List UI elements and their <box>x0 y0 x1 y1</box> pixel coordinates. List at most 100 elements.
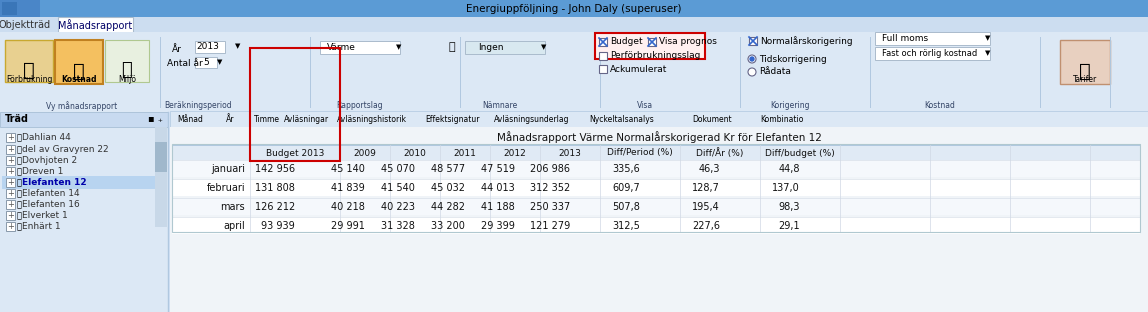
Text: 🔑: 🔑 <box>449 42 456 52</box>
Text: 📁: 📁 <box>16 200 22 209</box>
Bar <box>875 32 990 45</box>
Bar <box>0 0 1148 17</box>
Text: 📁: 📁 <box>16 167 22 176</box>
Text: 121 279: 121 279 <box>529 221 571 231</box>
Text: 2013: 2013 <box>559 149 581 158</box>
Bar <box>2 2 17 15</box>
Text: Korigering: Korigering <box>770 100 809 110</box>
Text: Enhärt 1: Enhärt 1 <box>22 222 61 231</box>
Text: Elefanten 14: Elefanten 14 <box>22 189 79 198</box>
Circle shape <box>748 68 757 76</box>
Bar <box>6 156 15 165</box>
Bar <box>1060 40 1110 84</box>
Text: 609,7: 609,7 <box>612 183 639 193</box>
Text: 41 188: 41 188 <box>481 202 515 212</box>
Bar <box>320 41 400 54</box>
Text: 335,6: 335,6 <box>612 164 639 174</box>
Bar <box>59 17 133 34</box>
Text: +: + <box>7 167 14 176</box>
Text: Energiuppföljning - John Daly (superuser): Energiuppföljning - John Daly (superuser… <box>466 3 682 13</box>
Text: ▪ ₊: ▪ ₊ <box>148 115 163 124</box>
Text: Elverket 1: Elverket 1 <box>22 211 68 220</box>
Text: +: + <box>7 211 14 220</box>
Text: 250 337: 250 337 <box>529 202 571 212</box>
Bar <box>748 37 757 45</box>
Text: 312,5: 312,5 <box>612 221 639 231</box>
Bar <box>6 189 15 198</box>
Text: 29,1: 29,1 <box>778 221 800 231</box>
Bar <box>155 142 166 172</box>
Bar <box>172 198 1140 215</box>
Bar <box>599 52 607 60</box>
Text: År: År <box>172 45 181 53</box>
Text: Normalårskorigering: Normalårskorigering <box>760 36 853 46</box>
Text: +: + <box>7 178 14 187</box>
Bar <box>195 57 217 68</box>
Text: +: + <box>7 200 14 209</box>
Text: Diff/Period (%): Diff/Period (%) <box>607 149 673 158</box>
Bar <box>5 40 53 82</box>
Text: Ackumulerat: Ackumulerat <box>610 65 667 74</box>
Text: 🌿: 🌿 <box>122 61 132 79</box>
Text: 206 986: 206 986 <box>530 164 571 174</box>
Text: 142 956: 142 956 <box>255 164 295 174</box>
Text: 💰: 💰 <box>73 61 85 80</box>
Text: Träd: Träd <box>5 115 29 124</box>
Text: Beräkningsperiod: Beräkningsperiod <box>164 100 232 110</box>
Text: ▼: ▼ <box>985 51 991 56</box>
Bar <box>647 38 656 46</box>
Text: 📁: 📁 <box>16 211 22 220</box>
Text: Värme: Värme <box>327 43 356 52</box>
Text: april: april <box>223 221 245 231</box>
Text: Tarifer: Tarifer <box>1073 76 1097 85</box>
Text: Timme: Timme <box>254 115 280 124</box>
Text: Dreven 1: Dreven 1 <box>22 167 63 176</box>
Bar <box>172 145 1140 161</box>
Bar <box>172 144 1140 232</box>
Bar <box>465 41 545 54</box>
Text: 46,3: 46,3 <box>698 164 720 174</box>
Text: ▼: ▼ <box>985 36 991 41</box>
Text: 📁: 📁 <box>16 156 22 165</box>
Text: Kombinatio: Kombinatio <box>760 115 804 124</box>
Bar <box>6 178 15 187</box>
Bar <box>6 211 15 220</box>
Text: Effektsignatur: Effektsignatur <box>425 115 479 124</box>
Bar <box>170 111 1148 127</box>
Text: 47 519: 47 519 <box>481 164 515 174</box>
Text: Ingen: Ingen <box>478 43 504 52</box>
Text: 29 991: 29 991 <box>331 221 365 231</box>
Text: februari: februari <box>207 183 245 193</box>
Text: 40 223: 40 223 <box>381 202 414 212</box>
Text: 2012: 2012 <box>504 149 527 158</box>
Text: Kostnad: Kostnad <box>924 100 955 110</box>
Text: 45 032: 45 032 <box>430 183 465 193</box>
Bar <box>599 38 607 46</box>
Text: Full moms: Full moms <box>882 34 928 43</box>
Text: +: + <box>7 189 14 198</box>
Text: Visa: Visa <box>637 100 653 110</box>
Text: 2009: 2009 <box>354 149 377 158</box>
Text: +: + <box>7 133 14 142</box>
Text: Kostnad: Kostnad <box>61 76 96 85</box>
Text: Dokument: Dokument <box>692 115 731 124</box>
Text: Rapportslag: Rapportslag <box>336 100 383 110</box>
Bar <box>599 65 607 73</box>
Text: 48 577: 48 577 <box>430 164 465 174</box>
Text: 📂: 📂 <box>16 178 22 187</box>
Bar <box>595 33 705 59</box>
Text: Avläsningar: Avläsningar <box>285 115 329 124</box>
Text: 📁: 📁 <box>16 189 22 198</box>
Text: 45 070: 45 070 <box>381 164 414 174</box>
Text: Objektträd: Objektträd <box>0 20 51 30</box>
Text: 131 808: 131 808 <box>255 183 295 193</box>
Text: Budget: Budget <box>610 37 643 46</box>
Text: 📁: 📁 <box>16 145 22 154</box>
Bar <box>6 133 15 142</box>
Text: Dahlian 44: Dahlian 44 <box>22 133 71 142</box>
Text: 41 839: 41 839 <box>332 183 365 193</box>
Text: Månadsrapport Värme Normalårskorigerad Kr för Elefanten 12: Månadsrapport Värme Normalårskorigerad K… <box>497 131 822 143</box>
Text: Tidskorrigering: Tidskorrigering <box>759 55 827 64</box>
Text: Antal år: Antal år <box>166 60 203 69</box>
Text: 195,4: 195,4 <box>692 202 720 212</box>
